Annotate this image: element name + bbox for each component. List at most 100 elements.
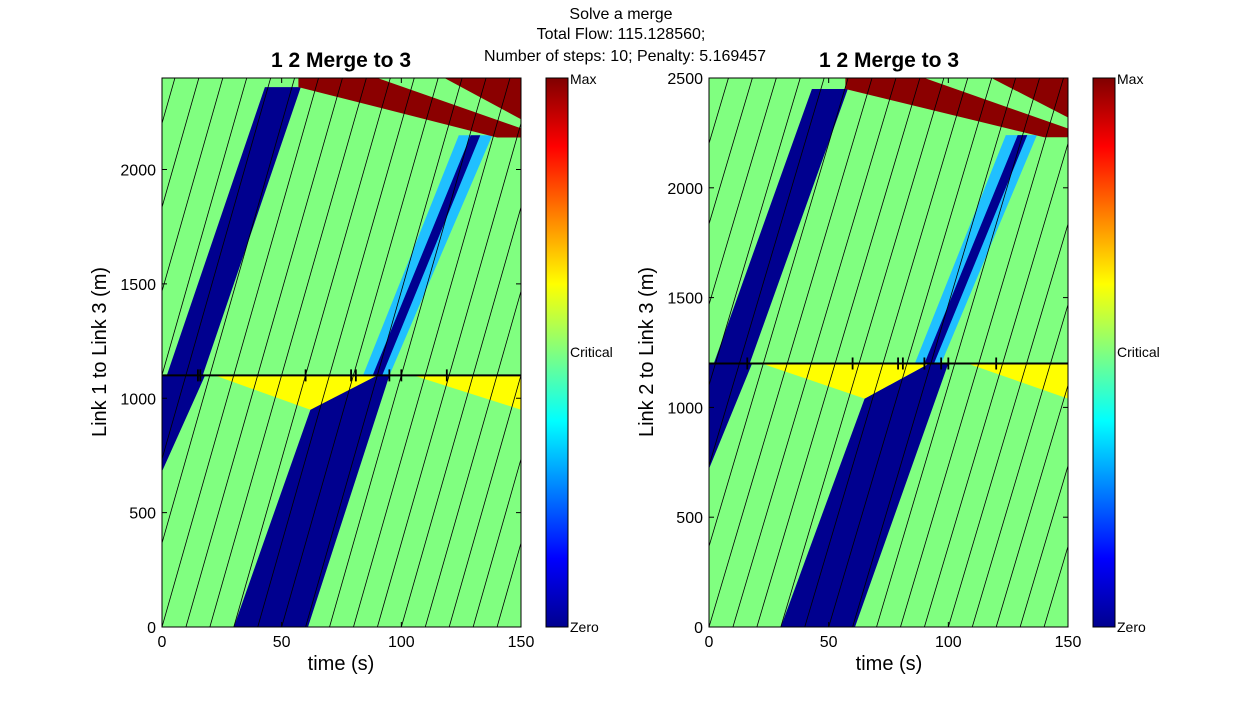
empty-region-left-1 bbox=[162, 375, 206, 472]
characteristic-line-lower-left bbox=[281, 375, 354, 627]
characteristic-line-upper-left bbox=[496, 289, 521, 376]
characteristic-line-lower-left bbox=[472, 457, 521, 627]
empty-region-left-6 bbox=[372, 135, 481, 376]
characteristic-line-upper-right bbox=[978, 78, 1064, 364]
plot-frame-right bbox=[708, 77, 1069, 628]
characteristic-line-upper-left bbox=[209, 78, 295, 376]
y-tick-label-right: 0 bbox=[694, 620, 703, 637]
x-tick-label-left: 150 bbox=[508, 634, 535, 651]
x-tick-label-right: 0 bbox=[705, 634, 714, 651]
empty-region-right-6 bbox=[924, 135, 1028, 364]
characteristic-line-lower-right bbox=[780, 363, 860, 627]
characteristic-line-upper-right bbox=[709, 78, 729, 145]
characteristic-line-upper-right bbox=[930, 78, 1017, 364]
characteristic-line-upper-right bbox=[709, 78, 753, 226]
characteristic-line-lower-right bbox=[995, 383, 1068, 627]
panel-title-right: 1 2 Merge to 3 bbox=[819, 49, 959, 72]
characteristic-line-upper-right bbox=[709, 78, 777, 307]
characteristic-line-lower-right bbox=[709, 363, 764, 548]
empty-region-left-4 bbox=[166, 87, 301, 376]
characteristic-line-upper-left bbox=[233, 78, 319, 376]
heatmap-panel-right: 1 2 Merge to 3 0 50 100 1500500100015002000… bbox=[565, 49, 1231, 675]
characteristic-line-lower-left bbox=[448, 375, 521, 627]
characteristic-line-upper-right bbox=[954, 78, 1040, 364]
characteristic-line-lower-left bbox=[329, 375, 402, 627]
characteristic-line-upper-left bbox=[162, 78, 248, 376]
characteristic-line-lower-right bbox=[971, 363, 1051, 627]
colorbar-label-max-left: Max bbox=[570, 71, 596, 87]
colorbar-gradient-right bbox=[1092, 77, 1116, 628]
x-axis-label-right: time (s) bbox=[856, 653, 923, 675]
characteristic-line-upper-left bbox=[162, 78, 200, 209]
plot-area-left bbox=[0, 78, 521, 627]
characteristic-line-upper-left bbox=[448, 121, 521, 376]
y-tick-label-right: 500 bbox=[676, 510, 703, 527]
characteristic-line-lower-right bbox=[1043, 545, 1068, 627]
characteristic-line-lower-right bbox=[947, 363, 1027, 627]
characteristic-line-upper-left bbox=[305, 78, 391, 376]
characteristic-line-upper-right bbox=[1074, 78, 1159, 363]
characteristic-line-upper-right bbox=[882, 78, 969, 364]
y-tick-label-left: 1000 bbox=[120, 391, 156, 408]
characteristic-line-lower-right bbox=[709, 363, 740, 468]
plot-frame-left bbox=[161, 77, 522, 628]
x-tick-label-right: 150 bbox=[1055, 634, 1082, 651]
characteristic-line-upper-right bbox=[1026, 222, 1068, 364]
jam-region-left-7 bbox=[298, 78, 521, 120]
characteristic-line-lower-right bbox=[756, 363, 836, 627]
characteristic-line-upper-right bbox=[786, 78, 873, 364]
colorbar-label-max-right: Max bbox=[1117, 71, 1143, 87]
characteristic-line-upper-right bbox=[620, 78, 705, 363]
characteristic-line-upper-right bbox=[834, 78, 921, 364]
characteristic-line-upper-left bbox=[162, 78, 224, 293]
characteristic-line-upper-left bbox=[353, 78, 439, 376]
characteristic-line-upper-right bbox=[810, 78, 897, 364]
characteristic-line-lower-left bbox=[377, 375, 450, 627]
empty-region-right-1 bbox=[709, 363, 753, 469]
figure-suptitle-line-1: Solve a merge bbox=[569, 6, 672, 23]
colorbar-label-zero-right: Zero bbox=[1117, 619, 1146, 635]
characteristic-line-upper-right bbox=[762, 78, 849, 364]
colorbar-label-zero-left: Zero bbox=[570, 619, 599, 635]
y-tick-label-left: 1500 bbox=[120, 277, 156, 294]
characteristic-line-upper-left bbox=[329, 78, 415, 376]
characteristic-line-lower-right bbox=[804, 363, 884, 627]
characteristic-line-upper-right bbox=[906, 78, 993, 364]
characteristic-line-lower-right bbox=[900, 363, 980, 627]
empty-region-right-0 bbox=[780, 363, 949, 627]
congested-region-right-3 bbox=[967, 363, 1068, 399]
y-tick-label-left: 500 bbox=[129, 506, 156, 523]
characteristic-line-lower-left bbox=[424, 375, 498, 627]
characteristic-line-lower-left bbox=[209, 375, 282, 627]
characteristic-line-lower-left bbox=[233, 375, 306, 627]
panel-title-left: 1 2 Merge to 3 bbox=[271, 49, 411, 72]
characteristic-line-lower-left bbox=[0, 375, 42, 627]
empty-region-right-4 bbox=[713, 89, 848, 364]
y-tick-label-right: 1500 bbox=[667, 291, 703, 308]
figure-suptitle-line-2: Total Flow: 115.128560; bbox=[537, 26, 706, 43]
y-tick-label-left: 2000 bbox=[120, 163, 156, 180]
characteristic-line-lower-right bbox=[709, 363, 788, 627]
characteristic-line-upper-left bbox=[400, 78, 487, 376]
characteristic-line-upper-left bbox=[472, 205, 521, 376]
congested-region-right-2 bbox=[761, 363, 930, 399]
characteristic-line-upper-left bbox=[257, 78, 343, 376]
colorbar-label-critical-right: Critical bbox=[1117, 344, 1160, 360]
characteristic-line-lower-left bbox=[353, 375, 426, 627]
characteristic-line-lower-left bbox=[18, 375, 90, 627]
characteristic-line-lower-left bbox=[496, 541, 521, 627]
x-tick-label-right: 100 bbox=[935, 634, 962, 651]
x-axis-label-left: time (s) bbox=[308, 653, 375, 675]
jam-region-left-8 bbox=[298, 78, 521, 138]
characteristic-line-lower-left bbox=[305, 375, 378, 627]
characteristic-line-lower-left bbox=[257, 375, 330, 627]
characteristic-line-lower-right bbox=[565, 363, 643, 627]
characteristic-line-upper-left bbox=[424, 78, 511, 376]
characteristic-line-upper-right bbox=[1146, 78, 1231, 363]
characteristic-line-lower-right bbox=[924, 363, 1004, 627]
colorbar-right: Max Critical Zero bbox=[1092, 71, 1160, 635]
colorbar-gradient-left bbox=[545, 77, 569, 628]
characteristic-line-upper-left bbox=[376, 78, 463, 376]
characteristic-line-upper-right bbox=[1122, 78, 1207, 363]
